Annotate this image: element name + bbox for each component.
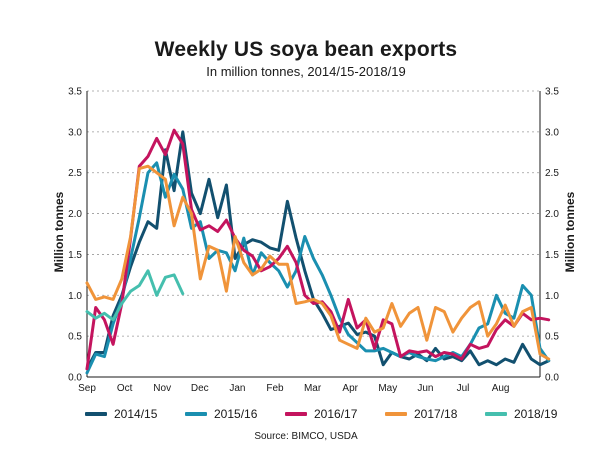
y-tick-label-left: 3.5: [68, 87, 82, 98]
y-axis-right-ticks: 0.0 0.5 1.0 1.5 2.0 2.5 3.0 3.5: [545, 87, 559, 384]
y-tick-label-left: 3.0: [68, 127, 82, 138]
y-tick-label-left: 0.0: [68, 373, 82, 384]
x-tick-label: Aug: [492, 383, 510, 394]
legend-label: 2016/17: [314, 407, 358, 421]
legend-item: 2017/18: [385, 406, 457, 422]
legend: 2014/15 2015/16 2016/17 2017/18 2018/19: [85, 406, 557, 422]
y-tick-label-right: 1.0: [545, 291, 559, 302]
chart-subtitle: In million tonnes, 2014/15-2018/19: [206, 64, 406, 79]
y-axis-title-right: Million tonnes: [563, 191, 577, 272]
y-tick-label-right: 1.5: [545, 250, 559, 261]
series-line-2017-18: [85, 164, 551, 361]
y-tick-label-left: 2.5: [68, 168, 82, 179]
legend-item: 2016/17: [285, 406, 357, 422]
legend-swatch: [485, 412, 507, 416]
x-tick-label: Apr: [342, 383, 358, 394]
legend-item: 2015/16: [185, 406, 257, 422]
legend-label: 2015/16: [214, 407, 258, 421]
x-tick-label: Oct: [117, 383, 133, 394]
x-tick-label: Jul: [457, 383, 470, 394]
y-tick-label-right: 0.0: [545, 373, 559, 384]
y-axis-left-ticks: 0.0 0.5 1.0 1.5 2.0 2.5 3.0 3.5: [68, 87, 82, 384]
y-tick-label-right: 3.5: [545, 87, 559, 98]
x-tick-label: Dec: [191, 383, 209, 394]
y-tick-label-right: 2.0: [545, 209, 559, 220]
y-tick-label-left: 2.0: [68, 209, 82, 220]
legend-swatch: [185, 412, 207, 416]
y-tick-label-left: 1.0: [68, 291, 82, 302]
series-line-2015-16: [85, 161, 551, 375]
x-tick-label: Nov: [153, 383, 171, 394]
legend-swatch: [285, 412, 307, 416]
x-tick-label: Jan: [229, 383, 245, 394]
x-tick-label: Mar: [304, 383, 322, 394]
legend-item: 2014/15: [85, 406, 157, 422]
line-chart: 0.0 0.5 1.0 1.5 2.0 2.5 3.0 3.5 0.0 0.5 1.0 1.5 2.0…: [52, 87, 577, 395]
y-tick-label-right: 2.5: [545, 168, 559, 179]
legend-swatch: [85, 412, 107, 416]
y-tick-label-left: 0.5: [68, 332, 82, 343]
y-tick-label-right: 0.5: [545, 332, 559, 343]
y-tick-label-right: 3.0: [545, 127, 559, 138]
x-tick-label: Sep: [78, 383, 96, 394]
series-lines: [85, 128, 551, 375]
legend-item: 2018/19: [485, 406, 557, 422]
x-tick-label: Jun: [417, 383, 433, 394]
x-tick-label: Feb: [266, 383, 284, 394]
y-tick-label-left: 1.5: [68, 250, 82, 261]
x-tick-label: May: [378, 383, 397, 394]
x-axis-ticks: Sep Oct Nov Dec Jan Feb Mar Apr May Jun Jul Aug: [78, 383, 509, 394]
y-axis-title-left: Million tonnes: [52, 191, 66, 272]
legend-label: 2014/15: [114, 407, 158, 421]
series-line-2014-15: [85, 130, 551, 371]
chart-title: Weekly US soya bean exports: [154, 38, 458, 61]
series-line-2018-19: [85, 269, 185, 322]
source-note: Source: BIMCO, USDA: [254, 431, 358, 442]
legend-label: 2017/18: [414, 407, 458, 421]
legend-swatch: [385, 412, 407, 416]
axes: [86, 91, 541, 378]
legend-label: 2018/19: [514, 407, 558, 421]
